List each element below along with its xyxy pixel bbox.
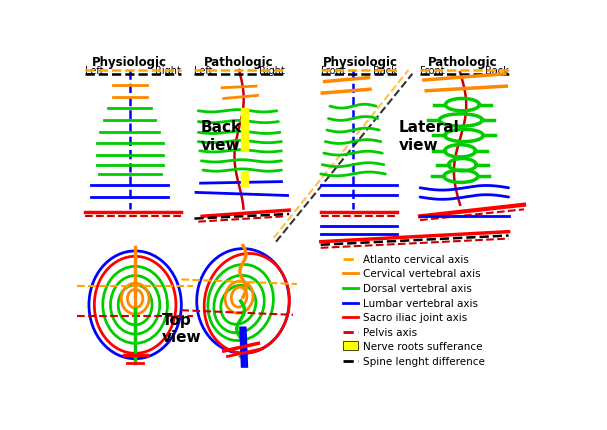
Text: Top
view: Top view bbox=[162, 312, 202, 344]
Text: Physiologic: Physiologic bbox=[92, 55, 168, 68]
Text: Nerve roots sufferance: Nerve roots sufferance bbox=[363, 341, 483, 352]
Text: Dorsal vertebral axis: Dorsal vertebral axis bbox=[363, 283, 472, 293]
Bar bbox=[240, 173, 248, 187]
Text: Front: Front bbox=[320, 65, 345, 75]
Text: Back
view: Back view bbox=[200, 120, 242, 152]
Text: Front: Front bbox=[420, 65, 445, 75]
Text: Right: Right bbox=[155, 65, 181, 75]
Text: Lumbar vertebral axis: Lumbar vertebral axis bbox=[363, 298, 478, 308]
Text: Sacro iliac joint axis: Sacro iliac joint axis bbox=[363, 313, 467, 322]
Text: Atlanto cervical axis: Atlanto cervical axis bbox=[363, 254, 469, 264]
Text: Pelvis axis: Pelvis axis bbox=[363, 327, 417, 337]
Text: Spine lenght difference: Spine lenght difference bbox=[363, 356, 485, 366]
Text: Left: Left bbox=[194, 65, 213, 75]
Text: Back: Back bbox=[485, 65, 509, 75]
Text: Lateral
view: Lateral view bbox=[398, 120, 459, 152]
Text: Physiologic: Physiologic bbox=[324, 55, 398, 68]
Text: Pathologic: Pathologic bbox=[427, 55, 497, 68]
Text: Right: Right bbox=[259, 65, 285, 75]
Text: Pathologic: Pathologic bbox=[205, 55, 274, 68]
Bar bbox=[343, 341, 359, 350]
Text: Back: Back bbox=[373, 65, 397, 75]
Text: Left: Left bbox=[85, 65, 104, 75]
Text: Cervical vertebral axis: Cervical vertebral axis bbox=[363, 269, 481, 279]
Bar bbox=[240, 109, 248, 151]
Bar bbox=[343, 341, 359, 350]
